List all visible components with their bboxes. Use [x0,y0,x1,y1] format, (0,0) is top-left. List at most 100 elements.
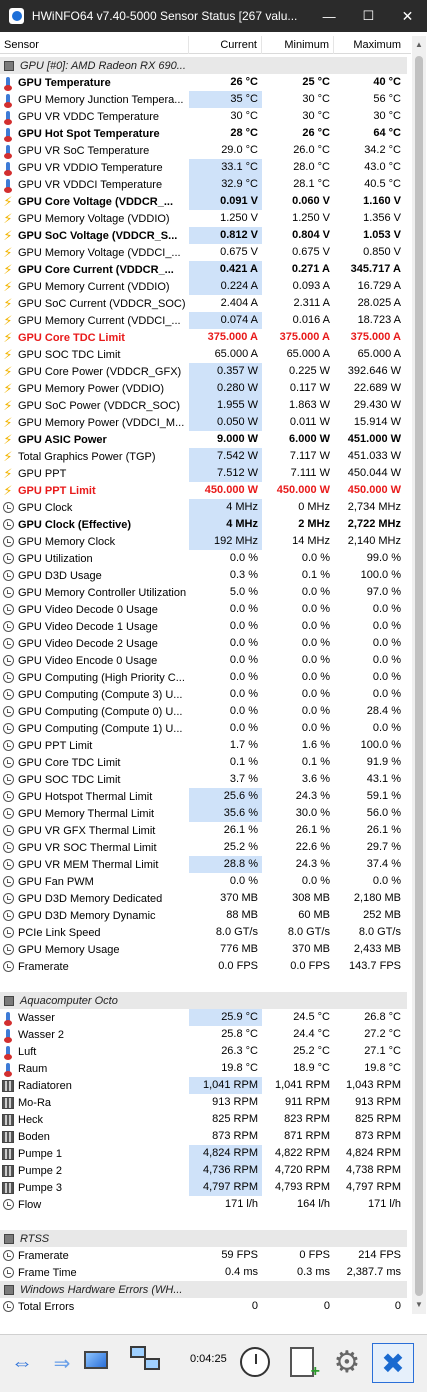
sensor-row[interactable]: GPU PPT Limit 1.7 % 1.6 % 100.0 % [0,737,407,754]
sensor-row[interactable]: GPU VR SoC Temperature 29.0 °C 26.0 °C 34.2… [0,142,407,159]
column-maximum[interactable]: Maximum [353,39,401,51]
sensor-row[interactable]: ⚡ GPU Memory Current (VDDIO) 0.224 A 0.093 … [0,278,407,295]
sensor-row[interactable]: GPU VR GFX Thermal Limit 26.1 % 26.1 % 26.1… [0,822,407,839]
collapse-icon[interactable] [0,57,16,74]
sensor-row[interactable]: ⚡ GPU Memory Current (VDDCI_... 0.074 A 0.0… [0,312,407,329]
sensor-row[interactable]: Wasser 25.9 °C 24.5 °C 26.8 °C [0,1009,407,1026]
sensor-monitor-button[interactable] [80,1343,112,1377]
collapse-icon[interactable] [0,1230,16,1247]
logging-button[interactable] [284,1342,320,1382]
sensor-row[interactable]: ⚡ GPU Core TDC Limit 375.000 A 375.000 A 375… [0,329,407,346]
sensor-row[interactable]: GPU Clock (Effective) 4 MHz 2 MHz 2,722 MHz [0,516,407,533]
current-value: 25.2 % [223,841,258,853]
sensor-name: GPU VR MEM Thermal Limit [18,858,159,871]
sensor-row[interactable]: ⚡ GPU Memory Voltage (VDDCI_... 0.675 V 0.6… [0,244,407,261]
sensor-row[interactable]: GPU Memory Controller Utilization 5.0 % 0.… [0,584,407,601]
sensor-row[interactable]: Radiatoren 1,041 RPM 1,041 RPM 1,043 RPM [0,1077,407,1094]
sensor-row[interactable]: PCIe Link Speed 8.0 GT/s 8.0 GT/s 8.0 GT/s [0,924,407,941]
nav-forward-button[interactable]: ⇒ [53,1352,71,1375]
sensor-row[interactable]: GPU Computing (Compute 1) U... 0.0 % 0.0 %… [0,720,407,737]
sensor-row[interactable]: GPU VR VDDCI Temperature 32.9 °C 28.1 °C 40… [0,176,407,193]
sensor-row[interactable]: GPU Hotspot Thermal Limit 25.6 % 24.3 % 59.… [0,788,407,805]
sensor-row[interactable]: GPU Computing (Compute 0) U... 0.0 % 0.0 %… [0,703,407,720]
reset-timer-button[interactable] [236,1342,274,1382]
sensor-row[interactable]: Flow 171 l/h 164 l/h 171 l/h [0,1196,407,1213]
sensor-row[interactable]: Pumpe 2 4,736 RPM 4,720 RPM 4,738 RPM [0,1162,407,1179]
sensor-row[interactable]: ⚡ GPU SoC Power (VDDCR_SOC) 1.955 W 1.863 W… [0,397,407,414]
sensor-row[interactable]: GPU D3D Memory Dynamic 88 MB 60 MB 252 MB [0,907,407,924]
settings-button[interactable]: ⚙ [333,1345,361,1379]
sensor-row[interactable]: GPU Memory Clock 192 MHz 14 MHz 2,140 MHz [0,533,407,550]
sensor-row[interactable]: GPU Core TDC Limit 0.1 % 0.1 % 91.9 % [0,754,407,771]
scroll-thumb[interactable] [415,56,423,1296]
sensor-row[interactable]: Pumpe 1 4,824 RPM 4,822 RPM 4,824 RPM [0,1145,407,1162]
scroll-down-arrow-icon[interactable]: ▼ [415,1300,423,1309]
sensor-row[interactable]: GPU Video Encode 0 Usage 0.0 % 0.0 % 0.0 % [0,652,407,669]
sensor-row[interactable]: ⚡ GPU PPT Limit 450.000 W 450.000 W 450.000 … [0,482,407,499]
sensor-row[interactable]: GPU Video Decode 0 Usage 0.0 % 0.0 % 0.0 % [0,601,407,618]
sensor-row[interactable]: ⚡ GPU SOC TDC Limit 65.000 A 65.000 A 65.000… [0,346,407,363]
sensor-row[interactable]: ⚡ GPU ASIC Power 9.000 W 6.000 W 451.000 W [0,431,407,448]
sensor-group-header[interactable]: Windows Hardware Errors (WH... [0,1281,407,1298]
sensor-row[interactable]: GPU Computing (High Priority C... 0.0 % 0.… [0,669,407,686]
sensor-row[interactable]: Heck 825 RPM 823 RPM 825 RPM [0,1111,407,1128]
sensor-row[interactable]: GPU Hot Spot Temperature 28 °C 26 °C 64 °C [0,125,407,142]
sensor-row[interactable]: Luft 26.3 °C 25.2 °C 27.1 °C [0,1043,407,1060]
sensor-group-header[interactable]: GPU [#0]: AMD Radeon RX 690... [0,57,407,74]
sensor-row[interactable]: GPU Memory Junction Tempera... 35 °C 30 °C… [0,91,407,108]
sensor-row[interactable]: GPU Computing (Compute 3) U... 0.0 % 0.0 %… [0,686,407,703]
sensor-row[interactable]: ⚡ GPU SoC Voltage (VDDCR_S... 0.812 V 0.804… [0,227,407,244]
sensor-row[interactable]: ⚡ GPU Memory Power (VDDCI_M... 0.050 W 0.01… [0,414,407,431]
sensor-row[interactable]: Mo-Ra 913 RPM 911 RPM 913 RPM [0,1094,407,1111]
minimize-button[interactable]: — [322,8,336,24]
sensor-row[interactable]: GPU Memory Thermal Limit 35.6 % 30.0 % 56.0… [0,805,407,822]
scroll-up-arrow-icon[interactable]: ▲ [415,40,423,49]
maximum-value: 8.0 GT/s [358,926,401,938]
sensor-row[interactable]: Wasser 2 25.8 °C 24.4 °C 27.2 °C [0,1026,407,1043]
collapse-icon[interactable] [0,992,16,1009]
sensor-row[interactable]: GPU Utilization 0.0 % 0.0 % 99.0 % [0,550,407,567]
sensor-row[interactable]: GPU Video Decode 2 Usage 0.0 % 0.0 % 0.0 % [0,635,407,652]
sensor-row[interactable]: GPU D3D Usage 0.3 % 0.1 % 100.0 % [0,567,407,584]
sensor-row[interactable]: Framerate 59 FPS 0 FPS 214 FPS [0,1247,407,1264]
sensor-row[interactable]: GPU VR VDDIO Temperature 33.1 °C 28.0 °C 43… [0,159,407,176]
sensor-row[interactable]: Raum 19.8 °C 18.9 °C 19.8 °C [0,1060,407,1077]
column-minimum[interactable]: Minimum [262,36,334,54]
sensor-row[interactable]: GPU Clock 4 MHz 0 MHz 2,734 MHz [0,499,407,516]
maximize-button[interactable]: ☐ [362,8,375,23]
sensor-row[interactable]: GPU D3D Memory Dedicated 370 MB 308 MB 2,18… [0,890,407,907]
sensor-row[interactable]: ⚡ GPU Core Current (VDDCR_... 0.421 A 0.271… [0,261,407,278]
sensor-row[interactable]: Boden 873 RPM 871 RPM 873 RPM [0,1128,407,1145]
sensor-row[interactable]: GPU VR SOC Thermal Limit 25.2 % 22.6 % 29.7… [0,839,407,856]
vertical-scrollbar[interactable]: ▲ ▼ [412,36,426,1314]
sensor-row[interactable]: GPU VR VDDC Temperature 30 °C 30 °C 30 °C [0,108,407,125]
sensor-row[interactable]: GPU Temperature 26 °C 25 °C 40 °C [0,74,407,91]
sensor-row[interactable]: GPU Memory Usage 776 MB 370 MB 2,433 MB [0,941,407,958]
column-current[interactable]: Current [189,36,262,54]
sensor-row[interactable]: ⚡ GPU Core Voltage (VDDCR_... 0.091 V 0.060… [0,193,407,210]
column-sensor[interactable]: Sensor [0,36,189,54]
close-sensors-button[interactable]: ✖ [372,1343,414,1383]
sensor-row[interactable]: Total Errors 0 0 0 [0,1298,407,1315]
sensor-row[interactable]: GPU Video Decode 1 Usage 0.0 % 0.0 % 0.0 % [0,618,407,635]
close-window-button[interactable]: ✕ [401,7,414,24]
sensor-row[interactable]: GPU SOC TDC Limit 3.7 % 3.6 % 43.1 % [0,771,407,788]
sensor-row[interactable]: ⚡ Total Graphics Power (TGP) 7.542 W 7.117 … [0,448,407,465]
sensor-row[interactable]: Framerate 0.0 FPS 0.0 FPS 143.7 FPS [0,958,407,975]
sensor-row[interactable]: ⚡ GPU Memory Power (VDDIO) 0.280 W 0.117 W 2… [0,380,407,397]
sensor-row[interactable]: GPU Fan PWM 0.0 % 0.0 % 0.0 % [0,873,407,890]
nav-back-button[interactable]: ⇔ [11,1350,33,1375]
sensor-row[interactable]: Pumpe 3 4,797 RPM 4,793 RPM 4,797 RPM [0,1179,407,1196]
sensor-group-header[interactable]: RTSS [0,1230,407,1247]
sensor-row[interactable]: ⚡ GPU PPT 7.512 W 7.111 W 450.044 W [0,465,407,482]
current-value: 776 MB [220,943,258,955]
collapse-icon[interactable] [0,1281,16,1298]
sensor-name: GPU Video Encode 0 Usage [18,654,158,667]
sensor-group-header[interactable]: Aquacomputer Octo [0,992,407,1009]
sensor-row[interactable]: ⚡ GPU SoC Current (VDDCR_SOC) 2.404 A 2.311… [0,295,407,312]
sensor-row[interactable]: Frame Time 0.4 ms 0.3 ms 2,387.7 ms [0,1264,407,1281]
sensor-row[interactable]: ⚡ GPU Core Power (VDDCR_GFX) 0.357 W 0.225 … [0,363,407,380]
network-button[interactable] [128,1343,164,1377]
sensor-row[interactable]: ⚡ GPU Memory Voltage (VDDIO) 1.250 V 1.250 … [0,210,407,227]
sensor-row[interactable]: GPU VR MEM Thermal Limit 28.8 % 24.3 % 37.4… [0,856,407,873]
